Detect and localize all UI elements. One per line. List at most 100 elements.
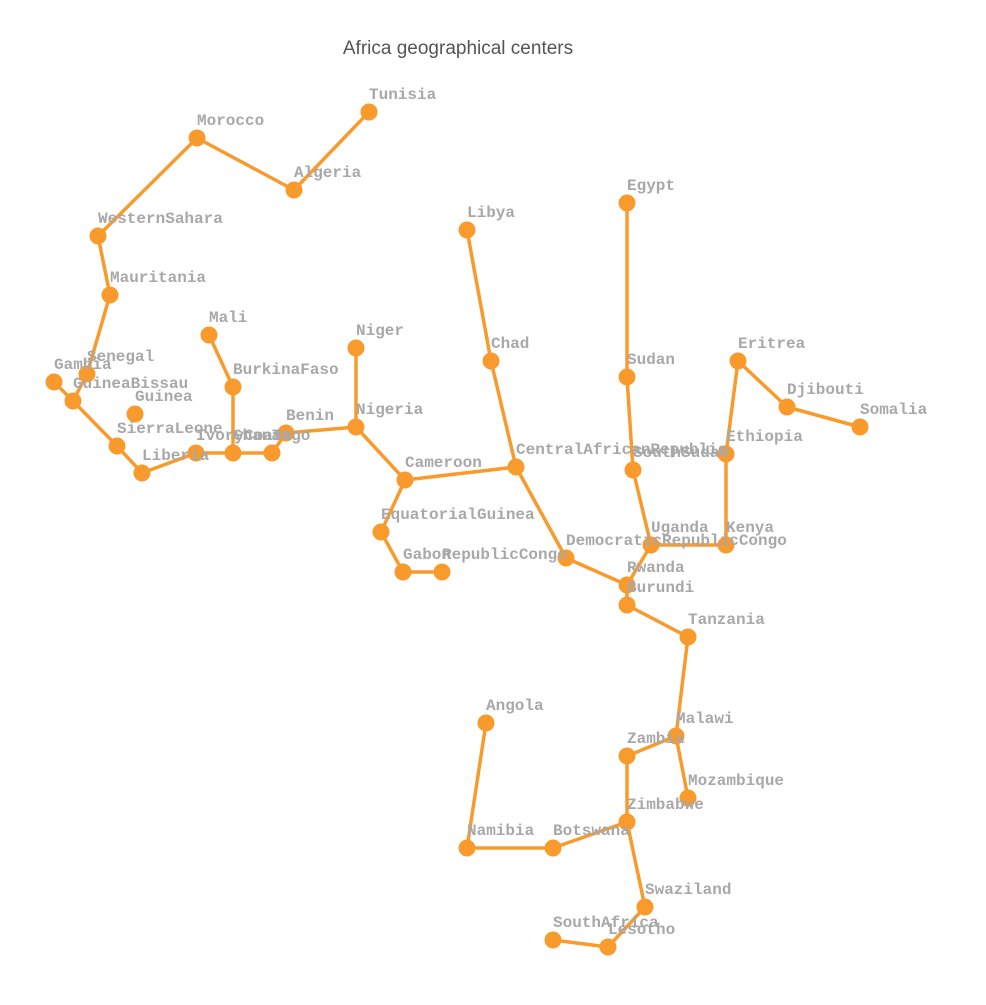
edge-morocco-westernsahara: [96, 136, 199, 238]
label-kenya: Kenya: [726, 519, 774, 537]
node-gambia[interactable]: [45, 373, 63, 391]
node-benin[interactable]: [277, 424, 295, 442]
node-ethiopia[interactable]: [717, 445, 735, 463]
label-ivorycoast: IvoryCoast: [196, 427, 292, 445]
node-tunisia[interactable]: [360, 103, 378, 121]
edge-zimbabwe-swaziland: [625, 820, 647, 909]
node-libya[interactable]: [458, 221, 476, 239]
node-egypt[interactable]: [618, 194, 636, 212]
node-senegal[interactable]: [78, 365, 96, 383]
edge-democraticrepubliccongo-rwanda: [564, 556, 629, 587]
node-lesotho[interactable]: [599, 938, 617, 956]
node-kenya[interactable]: [717, 536, 735, 554]
label-namibia: Namibia: [467, 822, 535, 840]
node-mauritania[interactable]: [101, 286, 119, 304]
label-libya: Libya: [467, 204, 515, 222]
node-djibouti[interactable]: [778, 398, 796, 416]
edge-sudan-southsudan: [625, 375, 635, 472]
node-botswana[interactable]: [544, 839, 562, 857]
label-republiccongo: RepublicCongo: [442, 546, 567, 564]
edge-ethiopia-eritrea: [724, 359, 740, 456]
edge-cameroon-equatorialguinea: [379, 478, 407, 534]
node-democraticrepubliccongo[interactable]: [557, 549, 575, 567]
node-guinea[interactable]: [126, 405, 144, 423]
node-sierraleone[interactable]: [108, 437, 126, 455]
label-zimbabwe: Zimbabwe: [627, 796, 704, 814]
label-swaziland: Swaziland: [645, 881, 731, 899]
label-algeria: Algeria: [294, 164, 362, 182]
label-southsudan: SouthSudan: [633, 444, 729, 462]
edge-mali-burkinafaso: [207, 333, 235, 389]
node-equatorialguinea[interactable]: [372, 523, 390, 541]
edge-namibia-angola: [465, 721, 488, 850]
label-lesotho: Lesotho: [608, 921, 675, 939]
edge-burundi-tanzania: [625, 603, 690, 639]
node-algeria[interactable]: [285, 181, 303, 199]
node-uganda[interactable]: [642, 536, 660, 554]
node-liberia[interactable]: [133, 464, 151, 482]
edge-guineabissau-sierraleone: [71, 399, 119, 448]
node-zambia[interactable]: [618, 747, 636, 765]
node-burkinafaso[interactable]: [224, 378, 242, 396]
node-malawi[interactable]: [667, 727, 685, 745]
label-burkinafaso: BurkinaFaso: [233, 361, 339, 379]
label-tanzania: Tanzania: [688, 611, 765, 629]
node-guineabissau[interactable]: [64, 392, 82, 410]
edge-mauritania-senegal: [85, 293, 112, 376]
label-sudan: Sudan: [627, 351, 675, 369]
edge-swaziland-lesotho: [606, 905, 647, 949]
label-somalia: Somalia: [860, 401, 928, 419]
edge-benin-nigeria: [284, 425, 358, 435]
edge-chad-centralafricanrepublic: [489, 359, 518, 469]
node-ivorycoast[interactable]: [187, 444, 205, 462]
edge-zimbabwe-botswana: [551, 820, 629, 850]
label-egypt: Egypt: [627, 177, 675, 195]
label-eritrea: Eritrea: [738, 335, 806, 353]
label-equatorialguinea: EquatorialGuinea: [381, 506, 535, 524]
node-southsudan[interactable]: [624, 461, 642, 479]
label-zambia: Zambia: [627, 730, 685, 748]
label-uganda: Uganda: [651, 519, 709, 537]
nodes-layer: [45, 103, 869, 956]
node-nigeria[interactable]: [347, 418, 365, 436]
node-centralafricanrepublic[interactable]: [507, 458, 525, 476]
node-angola[interactable]: [477, 714, 495, 732]
node-westernsahara[interactable]: [89, 227, 107, 245]
node-southafrica[interactable]: [544, 931, 562, 949]
label-ethiopia: Ethiopia: [726, 428, 803, 446]
node-eritrea[interactable]: [729, 352, 747, 370]
label-westernsahara: WesternSahara: [98, 210, 223, 228]
node-cameroon[interactable]: [396, 471, 414, 489]
node-togo[interactable]: [263, 444, 281, 462]
label-niger: Niger: [356, 322, 404, 340]
node-mozambique[interactable]: [679, 789, 697, 807]
node-swaziland[interactable]: [636, 898, 654, 916]
label-guineabissau: GuineaBissau: [73, 375, 188, 393]
node-burundi[interactable]: [618, 596, 636, 614]
node-sudan[interactable]: [618, 368, 636, 386]
label-sierraleone: SierraLeone: [117, 420, 223, 438]
label-centralafricanrepublic: CentralAfricanRepublic: [516, 441, 727, 459]
edge-southsudan-uganda: [631, 468, 653, 547]
node-ghana[interactable]: [224, 444, 242, 462]
label-cameroon: Cameroon: [405, 454, 482, 472]
node-somalia[interactable]: [851, 418, 869, 436]
node-republiccongo[interactable]: [433, 563, 451, 581]
edge-tunisia-algeria: [292, 110, 371, 192]
node-zimbabwe[interactable]: [618, 813, 636, 831]
label-mauritania: Mauritania: [110, 269, 206, 287]
edge-tanzania-malawi: [674, 635, 690, 738]
node-rwanda[interactable]: [618, 576, 636, 594]
edge-djibouti-somalia: [785, 405, 862, 429]
node-chad[interactable]: [482, 352, 500, 370]
node-mali[interactable]: [200, 326, 218, 344]
label-senegal: Senegal: [87, 348, 154, 366]
node-tanzania[interactable]: [679, 628, 697, 646]
node-namibia[interactable]: [458, 839, 476, 857]
node-gabon[interactable]: [394, 563, 412, 581]
label-burundi: Burundi: [627, 579, 694, 597]
node-morocco[interactable]: [188, 129, 206, 147]
chart-title: Africa geographical centers: [343, 38, 573, 59]
node-niger[interactable]: [347, 339, 365, 357]
